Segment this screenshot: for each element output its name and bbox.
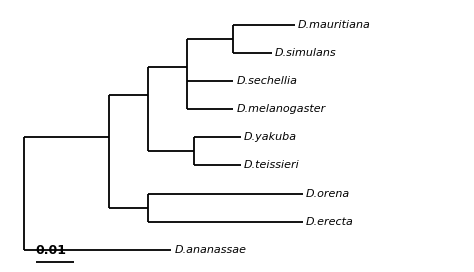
Text: D.simulans: D.simulans xyxy=(275,48,337,58)
Text: D.teissieri: D.teissieri xyxy=(244,160,300,171)
Text: D.erecta: D.erecta xyxy=(306,217,354,227)
Text: 0.01: 0.01 xyxy=(36,245,67,257)
Text: D.yakuba: D.yakuba xyxy=(244,132,297,143)
Text: D.ananassae: D.ananassae xyxy=(174,245,246,255)
Text: D.mauritiana: D.mauritiana xyxy=(298,20,371,30)
Text: D.orena: D.orena xyxy=(306,188,350,199)
Text: D.sechellia: D.sechellia xyxy=(236,76,297,86)
Text: D.melanogaster: D.melanogaster xyxy=(236,104,326,114)
